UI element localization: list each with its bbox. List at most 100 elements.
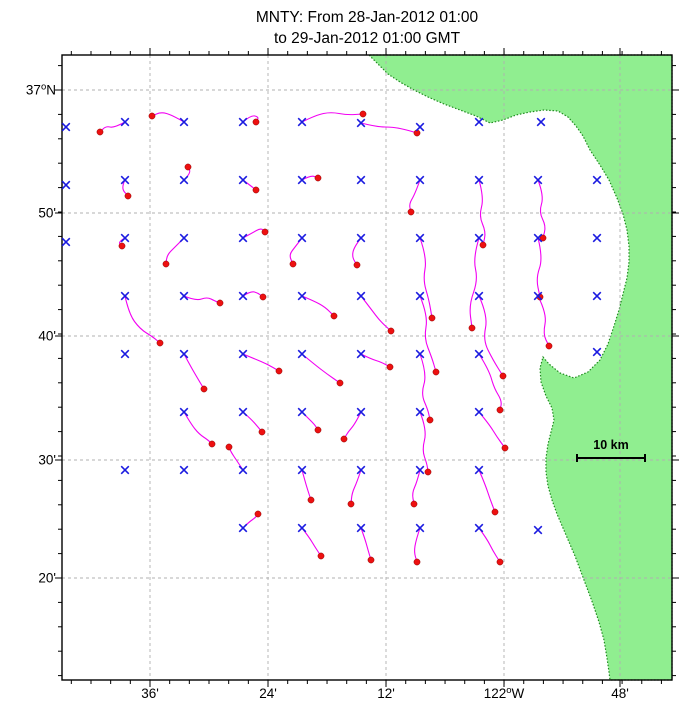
longitude-tick-label: 36' (141, 686, 159, 701)
trajectory-end-dot (501, 444, 509, 452)
trajectory-end-dot (156, 339, 164, 347)
grid-x-marker (356, 407, 366, 417)
grid-x-marker (179, 117, 189, 127)
trajectory-end-dot (275, 367, 283, 375)
grid-x-marker (592, 291, 602, 301)
grid-x-marker (356, 175, 366, 185)
latitude-tick-label: 20' (38, 571, 56, 586)
grid-x-marker (179, 291, 189, 301)
grid-x-marker (533, 233, 543, 243)
trajectory-end-dot (289, 260, 297, 268)
trajectory-path (183, 353, 205, 390)
trajectory-end-dot (367, 556, 375, 564)
trajectory-end-dot (479, 241, 487, 249)
trajectory-path (301, 469, 312, 501)
grid-x-marker (533, 525, 543, 535)
trajectory-path (478, 411, 506, 449)
trajectory-path (414, 527, 421, 563)
trajectory-end-dot (124, 192, 132, 200)
grid-x-marker (61, 180, 71, 190)
trajectory-end-dot (252, 186, 260, 194)
trajectory-end-dot (499, 372, 507, 380)
trajectory-path (99, 121, 126, 133)
trajectory-end-dot (407, 208, 415, 216)
trajectory-path (360, 527, 372, 561)
trajectory-path (124, 295, 161, 344)
grid-x-marker (356, 465, 366, 475)
grid-x-marker (297, 349, 307, 359)
trajectory-end-dot (314, 426, 322, 434)
longitude-tick-label: 48' (611, 686, 629, 701)
map-frame (61, 54, 673, 681)
grid-x-marker (120, 175, 130, 185)
trajectory-path (228, 446, 244, 471)
trajectory-path (412, 469, 421, 505)
trajectory-end-dot (252, 118, 260, 126)
grid-x-marker (415, 523, 425, 533)
latitude-tick-label: 37oN (26, 82, 56, 98)
trajectory-path (242, 115, 259, 123)
grid-x-marker (120, 233, 130, 243)
trajectory-path (360, 295, 392, 332)
trajectory-end-dot (336, 379, 344, 387)
trajectory-end-dot (428, 314, 436, 322)
grid-x-marker (592, 347, 602, 357)
trajectory-end-dot (491, 508, 499, 516)
grid-x-marker (297, 175, 307, 185)
trajectory-path (419, 411, 429, 473)
scale-bar-label: 10 km (593, 438, 628, 452)
trajectory-end-dot (340, 435, 348, 443)
trajectory-path (352, 237, 362, 266)
trajectory-end-dot (254, 510, 262, 518)
trajectory-path (536, 237, 542, 298)
trajectory-end-dot (330, 312, 338, 320)
trajectory-end-dot (259, 293, 267, 301)
trajectory-path (350, 469, 362, 505)
trajectory-end-dot (225, 443, 233, 451)
trajectory-end-dot (200, 385, 208, 393)
grid-x-marker (297, 117, 307, 127)
grid-x-marker (533, 175, 543, 185)
grid-x-marker (474, 349, 484, 359)
trajectory-end-dot (314, 174, 322, 182)
trajectory-end-dot (261, 228, 269, 236)
trajectory-path (301, 527, 322, 557)
trajectory-path (537, 295, 550, 347)
grid-x-marker (179, 349, 189, 359)
grid-x-marker (179, 407, 189, 417)
longitude-tick-label: 122oW (484, 685, 525, 701)
trajectory-path (289, 237, 303, 265)
trajectory-end-dot (496, 558, 504, 566)
trajectory-end-dot (468, 324, 476, 332)
grid-x-marker (533, 291, 543, 301)
trajectory-end-dot (258, 428, 266, 436)
grid-x-marker (238, 407, 248, 417)
figure-title-line1: MNTY: From 28-Jan-2012 01:00 (255, 9, 479, 26)
grid-x-marker (474, 291, 484, 301)
trajectory-path (242, 291, 264, 298)
grid-x-marker (61, 122, 71, 132)
trajectory-path (165, 237, 185, 265)
grid-x-marker (297, 523, 307, 533)
trajectory-end-dot (307, 496, 315, 504)
trajectory-path (478, 469, 496, 513)
grid-x-marker (474, 117, 484, 127)
trajectory-path (419, 353, 431, 421)
grid-x-marker (297, 465, 307, 475)
grid-x-marker (238, 465, 248, 475)
trajectory-end-dot (413, 558, 421, 566)
grid-x-marker (356, 233, 366, 243)
grid-x-marker (474, 407, 484, 417)
trajectory-path (183, 411, 213, 445)
trajectory-path (343, 411, 362, 440)
grid-x-marker (474, 523, 484, 533)
trajectory-path (360, 353, 391, 368)
grid-x-marker (120, 349, 130, 359)
trajectory-end-dot (359, 110, 367, 118)
grid-x-marker (238, 349, 248, 359)
trajectory-end-dot (96, 128, 104, 136)
trajectory-end-dot (539, 234, 547, 242)
trajectory-path (183, 295, 221, 304)
